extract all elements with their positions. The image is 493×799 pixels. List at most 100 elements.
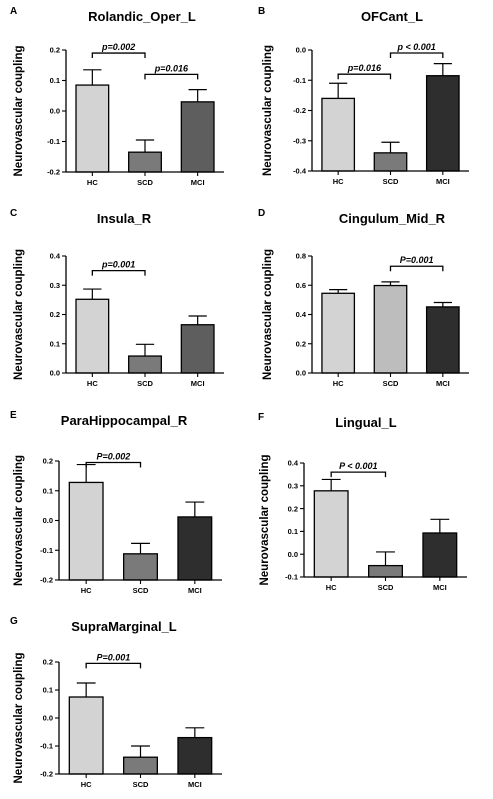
chart-g-panel-letter: G — [10, 616, 18, 627]
chart-a-x-tick-label-scd: SCD — [137, 178, 153, 187]
chart-c-bar-mci — [180, 324, 215, 374]
chart-g-sig-bracket-0 — [85, 662, 142, 669]
chart-e-y-axis-label: Neurovascular coupling — [13, 455, 25, 586]
chart-a-y-tick-label: 0.1 — [50, 76, 60, 85]
chart-a-sig-bracket-0 — [91, 52, 146, 59]
chart-d-y-tick-label: 0.0 — [296, 369, 306, 378]
chart-f-y-tick-label: 0.4 — [288, 459, 299, 468]
chart-a-y-tick-label: 0.0 — [50, 107, 60, 116]
chart-f-title: Lingual_L — [335, 415, 396, 430]
chart-b-panel-letter: B — [258, 6, 265, 17]
chart-c-y-tick-label: 0.3 — [50, 281, 60, 290]
chart-e-sig-label-0: P=0.002 — [96, 451, 130, 461]
chart-g-x-tick-label-mci: MCI — [188, 780, 202, 789]
chart-c-y-axis-label: Neurovascular coupling — [13, 249, 25, 380]
chart-g-sig-label-0: P=0.001 — [96, 652, 130, 662]
chart-a-x-tick-label-mci: MCI — [191, 178, 205, 187]
chart-b-y-tick-label: -0.4 — [293, 167, 307, 176]
chart-g-bar-mci — [177, 736, 213, 775]
chart-g-y-tick-label: -0.2 — [40, 770, 53, 779]
chart-c-y-tick-label: 0.4 — [50, 252, 61, 261]
chart-e-bar-scd — [123, 553, 158, 581]
chart-c-y-tick-label: 0.1 — [50, 339, 60, 348]
chart-e-bar-mci — [177, 516, 213, 581]
chart-f-bar-hc — [313, 490, 349, 578]
chart-g-title: SupraMarginal_L — [71, 619, 177, 634]
chart-f-sig-label-0: P < 0.001 — [339, 461, 377, 471]
chart-b-bar-hc — [321, 97, 356, 172]
chart-b-title: OFCant_L — [361, 9, 423, 24]
chart-f-panel-letter: F — [258, 412, 264, 423]
chart-a-sig-label-0: p=0.002 — [101, 42, 135, 52]
chart-e-y-tick-label: 0.2 — [43, 457, 53, 466]
chart-b-sig-bracket-1 — [389, 52, 444, 59]
chart-a-bar-scd — [128, 151, 162, 173]
chart-d-y-tick-label: 0.2 — [296, 339, 306, 348]
chart-d-bar-hc — [321, 292, 356, 374]
chart-a-title: Rolandic_Oper_L — [88, 9, 196, 24]
chart-e-sig-bracket-0 — [85, 461, 142, 468]
chart-b-y-axis-label: Neurovascular coupling — [262, 45, 274, 176]
chart-g-y-tick-label: -0.1 — [40, 742, 53, 751]
chart-f-bar-scd — [368, 564, 403, 578]
chart-a-sig-bracket-1 — [144, 73, 199, 80]
chart-e-y-tick-label: 0.1 — [43, 486, 53, 495]
chart-b-x-tick-label-mci: MCI — [436, 177, 450, 186]
chart-b-bar-scd — [373, 152, 408, 172]
chart-c-x-tick-label-scd: SCD — [137, 379, 153, 388]
chart-c-bar-hc — [75, 298, 110, 374]
chart-g-x-tick-label-scd: SCD — [133, 780, 149, 789]
chart-f-x-tick-label-scd: SCD — [378, 583, 394, 592]
chart-d-x-tick-label-hc: HC — [333, 379, 344, 388]
chart-b-sig-label-1: p < 0.001 — [397, 42, 436, 52]
chart-c-bar-scd — [128, 355, 162, 374]
chart-e-bar-hc — [68, 481, 104, 581]
chart-e-title: ParaHippocampal_R — [61, 413, 188, 428]
chart-g-y-tick-label: 0.2 — [43, 658, 53, 667]
chart-e-y-tick-label: -0.1 — [40, 546, 53, 555]
chart-a-bar-hc — [75, 84, 110, 173]
chart-f-y-axis-label: Neurovascular coupling — [259, 454, 271, 585]
chart-d-x-tick-label-scd: SCD — [383, 379, 399, 388]
chart-a-y-axis-label: Neurovascular coupling — [13, 45, 25, 176]
chart-c-sig-bracket-0 — [91, 269, 146, 276]
chart-a-panel-letter: A — [10, 6, 17, 17]
chart-e-x-tick-label-scd: SCD — [133, 586, 149, 595]
chart-a-y-tick-label: -0.2 — [47, 168, 60, 177]
chart-d-title: Cingulum_Mid_R — [339, 211, 446, 226]
chart-b-y-tick-label: 0.0 — [296, 46, 306, 55]
chart-a-y-tick-label: 0.2 — [50, 46, 60, 55]
chart-c-panel-letter: C — [10, 208, 17, 219]
chart-e-x-tick-label-hc: HC — [81, 586, 92, 595]
chart-e-y-tick-label: -0.2 — [40, 576, 53, 585]
chart-d-bar-mci — [425, 306, 460, 374]
chart-f-y-tick-label: 0.1 — [288, 527, 298, 536]
chart-c-x-tick-label-mci: MCI — [191, 379, 205, 388]
chart-d-y-axis-label: Neurovascular coupling — [262, 249, 274, 380]
chart-d-y-tick-label: 0.4 — [296, 310, 307, 319]
chart-d-y-tick-label: 0.8 — [296, 252, 306, 261]
chart-g-x-tick-label-hc: HC — [81, 780, 92, 789]
chart-f-y-tick-label: -0.1 — [285, 573, 298, 582]
chart-f-y-tick-label: 0.2 — [288, 504, 298, 513]
chart-f-x-tick-label-hc: HC — [326, 583, 337, 592]
chart-a-y-tick-label: -0.1 — [47, 137, 60, 146]
chart-a-sig-label-1: p=0.016 — [154, 63, 189, 73]
chart-f-sig-bracket-0 — [330, 471, 387, 478]
chart-b-y-tick-label: -0.2 — [293, 106, 306, 115]
chart-b-x-tick-label-hc: HC — [333, 177, 344, 186]
chart-e-x-tick-label-mci: MCI — [188, 586, 202, 595]
chart-b-sig-bracket-0 — [337, 73, 392, 80]
chart-a-x-tick-label-hc: HC — [87, 178, 98, 187]
chart-c-x-tick-label-hc: HC — [87, 379, 98, 388]
chart-d-sig-label-0: P=0.001 — [400, 255, 434, 265]
chart-b-sig-label-0: p=0.016 — [347, 63, 382, 73]
chart-c-sig-label-0: p=0.001 — [101, 260, 135, 270]
chart-c-title: Insula_R — [97, 211, 152, 226]
chart-g-y-axis-label: Neurovascular coupling — [13, 652, 25, 783]
chart-e-y-tick-label: 0.0 — [43, 516, 53, 525]
chart-g-bar-scd — [123, 756, 158, 775]
chart-c-y-tick-label: 0.2 — [50, 310, 60, 319]
chart-g-y-tick-label: 0.0 — [43, 714, 53, 723]
